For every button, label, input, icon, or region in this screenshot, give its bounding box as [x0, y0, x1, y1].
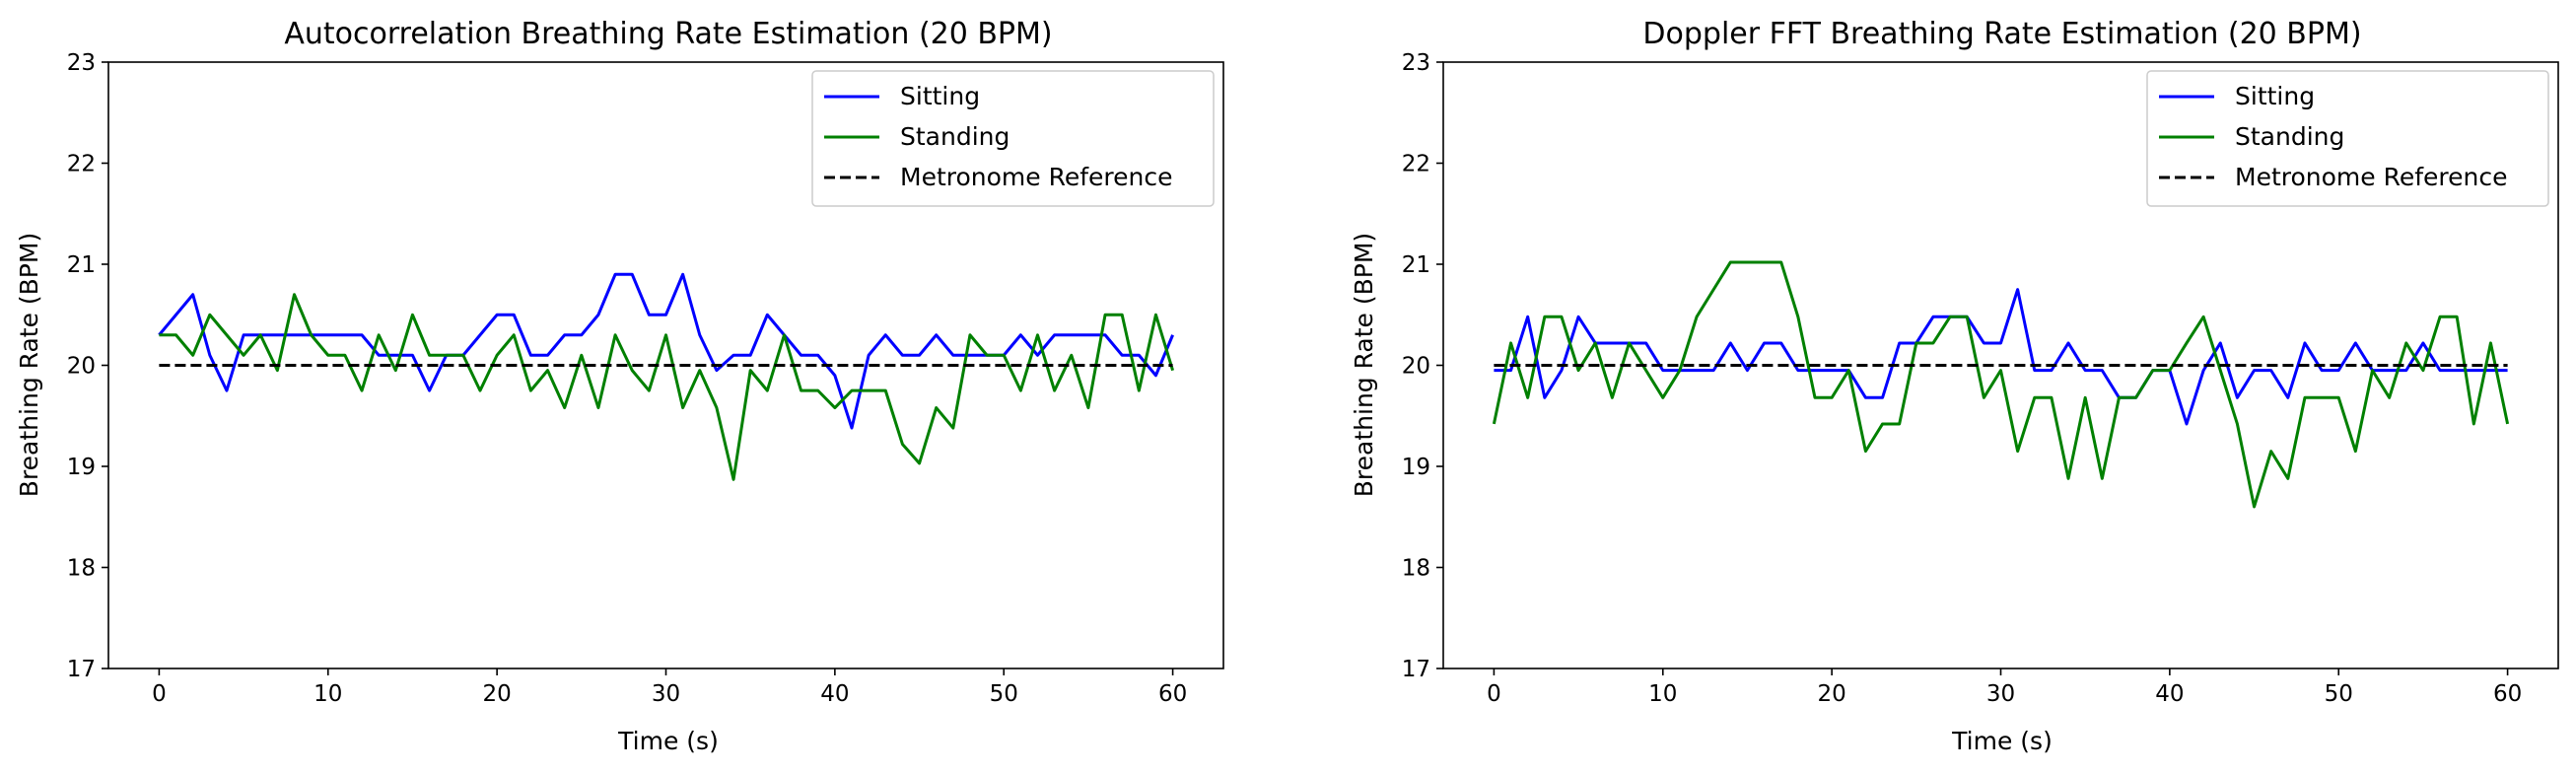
x-tick-label: 50	[990, 681, 1018, 707]
chart-title: Doppler FFT Breathing Rate Estimation (2…	[1642, 17, 2361, 51]
x-axis-label: Time (s)	[1951, 727, 2053, 755]
y-axis-label: Breathing Rate (BPM)	[1350, 233, 1378, 497]
plot-lines	[1492, 260, 2510, 509]
x-tick-label: 40	[2155, 681, 2184, 707]
x-tick-label: 0	[152, 681, 167, 707]
legend-label-sitting: Sitting	[2235, 82, 2315, 110]
plot-frame	[1442, 61, 2559, 669]
x-tick-label: 10	[1648, 681, 1677, 707]
y-tick-label: 19	[1402, 455, 1430, 480]
y-axis-label: Breathing Rate (BPM)	[15, 233, 43, 497]
x-tick-label: 60	[1158, 681, 1187, 707]
series-line-standing	[1492, 260, 2510, 509]
x-axis-ticks: 0 10 20 30 40 50 60	[1487, 668, 2522, 707]
series-line-sitting	[158, 272, 1174, 430]
y-tick-label: 20	[67, 354, 96, 380]
y-tick-label: 17	[67, 657, 96, 682]
x-axis-ticks: 0 10 20 30 40 50 60	[152, 668, 1187, 707]
legend-box	[811, 70, 1215, 207]
x-tick-label: 60	[2493, 681, 2522, 707]
x-tick-label: 10	[313, 681, 342, 707]
autocorrelation-chart: Autocorrelation Breathing Rate Estimatio…	[15, 17, 1224, 755]
x-tick-label: 20	[482, 681, 511, 707]
x-tick-label: 30	[652, 681, 680, 707]
y-tick-label: 23	[1402, 50, 1430, 76]
y-axis-ticks: 17 18 19 20 21 22 23	[1402, 50, 1443, 682]
y-tick-label: 19	[67, 455, 96, 480]
legend: Sitting Standing Metronome Reference	[2146, 70, 2549, 207]
x-tick-label: 30	[1986, 681, 2015, 707]
x-tick-label: 20	[1817, 681, 1845, 707]
doppler-fft-chart: Doppler FFT Breathing Rate Estimation (2…	[1350, 17, 2559, 755]
y-tick-label: 18	[67, 556, 96, 582]
x-tick-label: 0	[1487, 681, 1501, 707]
y-tick-label: 21	[1402, 252, 1430, 278]
plot-lines	[158, 272, 1175, 481]
legend-label-metronome-reference: Metronome Reference	[2235, 163, 2508, 191]
series-line-sitting	[1494, 288, 2508, 426]
y-tick-label: 17	[1402, 657, 1430, 682]
y-tick-label: 22	[1402, 152, 1430, 177]
y-tick-label: 20	[1402, 354, 1430, 380]
legend-label-standing: Standing	[900, 122, 1010, 151]
legend-box	[2146, 70, 2549, 207]
plot-frame	[107, 61, 1224, 669]
x-tick-label: 40	[820, 681, 849, 707]
legend-label-metronome-reference: Metronome Reference	[900, 163, 1173, 191]
y-tick-label: 21	[67, 252, 96, 278]
x-tick-label: 50	[2325, 681, 2353, 707]
legend: Sitting Standing Metronome Reference	[811, 70, 1215, 207]
chart-title: Autocorrelation Breathing Rate Estimatio…	[284, 17, 1052, 51]
y-tick-label: 23	[67, 50, 96, 76]
y-tick-label: 18	[1402, 556, 1430, 582]
y-axis-ticks: 17 18 19 20 21 22 23	[67, 50, 108, 682]
legend-label-standing: Standing	[2235, 122, 2344, 151]
y-tick-label: 22	[67, 152, 96, 177]
x-axis-label: Time (s)	[617, 727, 719, 755]
series-line-standing	[159, 293, 1175, 481]
legend-label-sitting: Sitting	[900, 82, 980, 110]
